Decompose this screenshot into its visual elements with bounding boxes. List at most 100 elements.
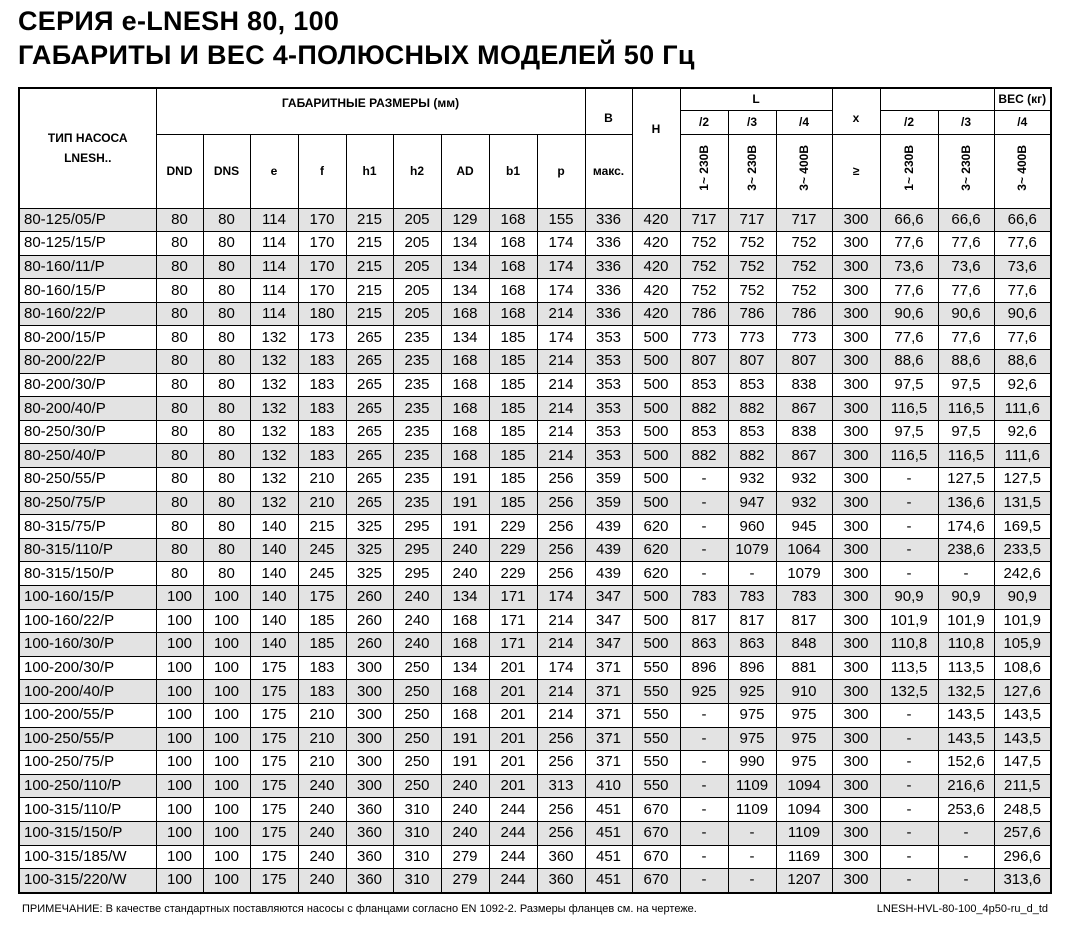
cell: 80 [155,325,204,351]
cell: 100 [155,632,204,657]
cell: 214 [536,301,586,327]
cell: 783 [727,585,777,610]
cell: 265 [345,325,394,351]
cell: 116,5 [937,396,995,421]
cell: 168 [488,301,538,327]
cell: 300 [831,702,881,728]
cell: 353 [584,396,633,421]
cell: 300 [831,278,881,303]
cell: 371 [584,702,633,728]
cell: 932 [727,467,777,492]
cell: 80 [202,419,251,445]
cell: 500 [631,419,681,445]
cell: 134 [440,585,490,610]
cell: 300 [831,301,881,327]
cell: 174 [536,254,586,280]
header-ad: AD [440,133,490,209]
cell: 210 [297,467,347,492]
cell: 168 [488,207,538,233]
header-type: ТИП НАСОСА LNESH.. [18,87,157,209]
cell: 205 [392,278,442,303]
cell: 947 [727,490,777,516]
cell: 882 [727,443,777,469]
cell: 214 [536,443,586,469]
cell: 168 [440,349,490,374]
cell: 73,6 [879,254,939,280]
cell: 168 [440,372,490,398]
cell: 168 [440,396,490,421]
cell: 108,6 [993,655,1052,681]
cell: 244 [488,820,538,846]
header-dnd: DND [155,133,204,209]
footnote: ПРИМЕЧАНИЕ: В качестве стандартных поста… [22,903,697,915]
cell: 168 [440,702,490,728]
cell: 201 [488,679,538,704]
cell: 244 [488,844,538,870]
cell: - [937,561,995,586]
cell: - [679,797,729,822]
cell: 174 [536,325,586,351]
cell: 550 [631,679,681,704]
header-B: B [584,87,633,135]
cell: 838 [775,419,833,445]
cell: 77,6 [879,325,939,351]
cell: 260 [345,608,394,634]
cell: 168 [440,679,490,704]
header-L-sub: /3 [727,109,777,135]
cell: 300 [345,726,394,752]
cell: 185 [488,419,538,445]
pump-type: 100-250/75/P [18,750,157,775]
cell: 773 [775,325,833,351]
cell: 500 [631,443,681,469]
cell: 100 [155,844,204,870]
cell: - [727,844,777,870]
cell: 300 [345,750,394,775]
cell: 214 [536,632,586,657]
cell: 300 [831,349,881,374]
cell: 240 [297,797,347,822]
cell: 173 [297,325,347,351]
cell: 210 [297,490,347,516]
header-L-voltage: 1~ 230В [679,133,729,209]
cell: 168 [440,419,490,445]
cell: 550 [631,773,681,799]
cell: 260 [345,585,394,610]
table-row: 100-160/15/P 100 100 140 175 260 240 134 171 174 3… [18,585,1052,610]
cell: 132 [249,372,299,398]
cell: 100 [202,655,251,681]
cell: 66,6 [879,207,939,233]
header-L-voltage: 3~ 230В [727,133,777,209]
table-row: 100-250/55/P 100 100 175 210 300 250 191 201 256 3… [18,726,1052,752]
cell: 250 [392,702,442,728]
cell: 867 [775,396,833,421]
cell: 143,5 [937,702,995,728]
cell: 238,6 [937,537,995,563]
cell: - [679,726,729,752]
table-row: 100-315/220/W 100 100 175 240 360 310 279 244 360… [18,868,1052,894]
cell: - [879,797,939,822]
cell: 100 [202,750,251,775]
cell: 175 [249,655,299,681]
cell: 111,6 [993,396,1052,421]
cell: 250 [392,773,442,799]
cell: 180 [297,301,347,327]
header-L-voltage: 3~ 400В [775,133,833,209]
cell: 752 [775,278,833,303]
table-row: 80-315/110/P 80 80 140 245 325 295 240 229 256 439… [18,537,1052,563]
cell: 310 [392,844,442,870]
cell: 77,6 [879,231,939,256]
header-weight-voltage: 3~ 400В [993,133,1052,209]
header-L-sub: /2 [679,109,729,135]
cell: 205 [392,207,442,233]
cell: 214 [536,419,586,445]
cell: 863 [727,632,777,657]
cell: 80 [155,207,204,233]
cell: 451 [584,797,633,822]
cell: 717 [775,207,833,233]
cell: 990 [727,750,777,775]
cell: 77,6 [993,325,1052,351]
header-x-sub: ≥ [831,133,881,209]
cell: - [879,514,939,539]
table-row: 100-160/22/P 100 100 140 185 260 240 168 171 214 3… [18,608,1052,634]
cell: 752 [775,254,833,280]
